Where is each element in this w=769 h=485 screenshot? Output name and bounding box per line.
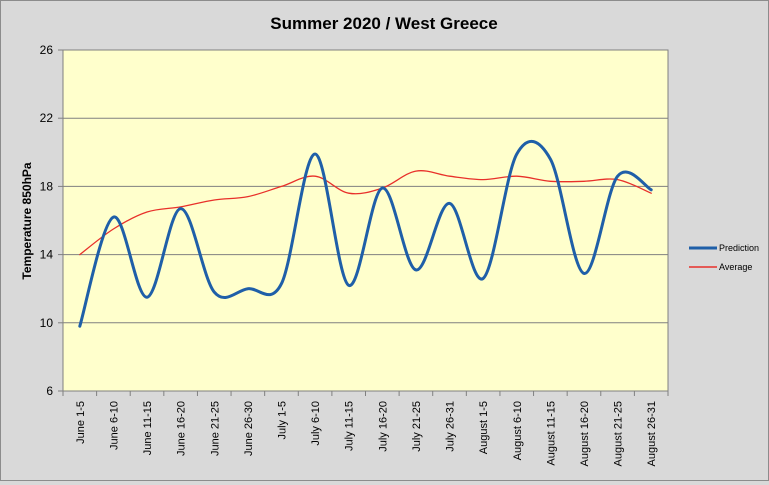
x-tick-label: August 6-10	[512, 401, 524, 460]
y-tick-label: 10	[40, 316, 54, 330]
x-tick-label: July 26-31	[445, 401, 457, 452]
x-tick-label: August 21-25	[613, 401, 625, 466]
y-tick-label: 6	[46, 384, 53, 398]
x-tick-label: August 1-5	[478, 401, 490, 454]
y-tick-label: 14	[40, 248, 54, 262]
series-lines	[78, 140, 653, 328]
x-tick-label: July 1-5	[276, 401, 288, 440]
legend-label-prediction: Prediction	[719, 243, 759, 253]
x-tick-label: July 21-25	[411, 401, 423, 452]
x-tick-label: August 26-31	[646, 401, 658, 466]
y-axis-label: Temperature 850hPa	[20, 162, 34, 279]
x-tick-label: June 16-20	[176, 401, 188, 456]
legend: Prediction Average	[689, 243, 759, 272]
y-tick-label: 22	[40, 111, 54, 125]
x-tick-label: July 6-10	[310, 401, 322, 446]
x-tick-label: June 6-10	[108, 401, 120, 450]
x-tick-label: August 16-20	[579, 401, 591, 466]
x-tick-label: June 21-25	[209, 401, 221, 456]
x-tick-label: July 16-20	[377, 401, 389, 452]
y-tick-label: 26	[40, 43, 54, 57]
x-tick-label: June 11-15	[142, 401, 154, 455]
x-axis-ticks: June 1-5 June 6-10 June 11-15 June 16-20 Jun…	[62, 391, 669, 466]
series-line-prediction	[78, 140, 653, 328]
x-tick-label: August 11-15	[545, 401, 557, 466]
x-tick-label: June 1-5	[75, 401, 87, 444]
series-line-average	[79, 170, 652, 256]
x-tick-label: July 11-15	[344, 401, 356, 451]
legend-label-average: Average	[719, 262, 752, 272]
y-tick-label: 18	[40, 179, 54, 193]
x-tick-label: June 26-30	[243, 401, 255, 456]
chart-title: Summer 2020 / West Greece	[270, 14, 497, 33]
plot-area	[62, 49, 669, 392]
y-axis-ticks: 6 10 14 18 22 26	[40, 43, 63, 398]
